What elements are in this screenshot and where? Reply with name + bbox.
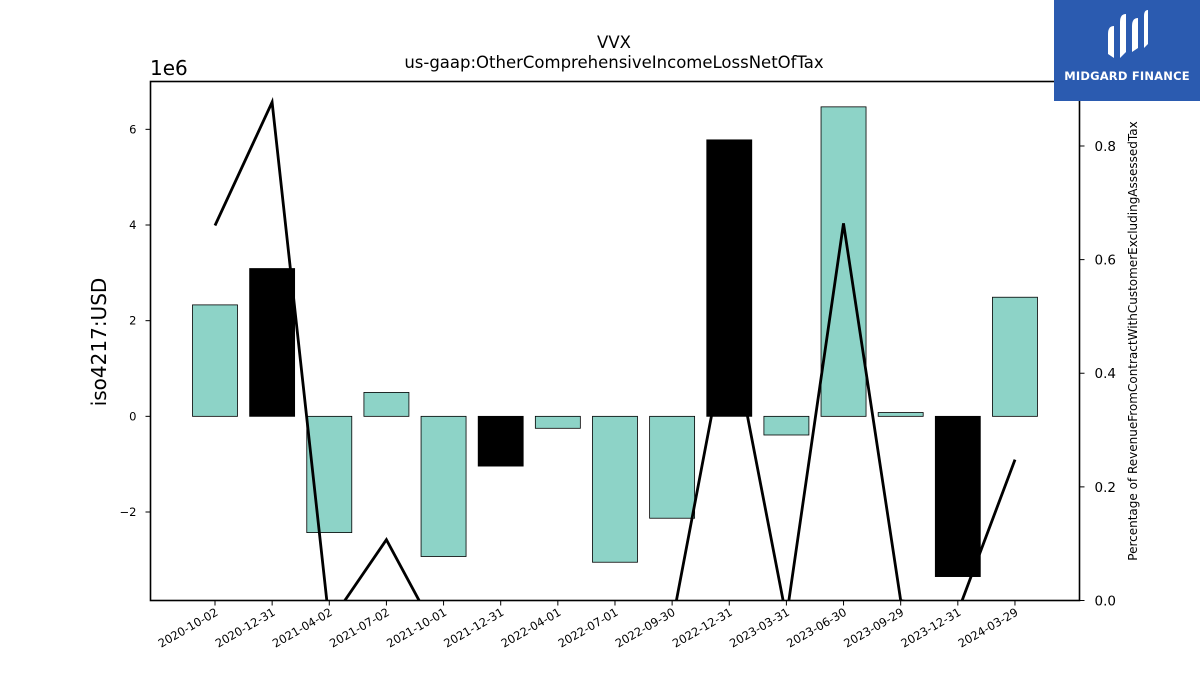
bar-2023-06-30 [820,106,867,417]
x-tick-label: 2023-06-30 [784,605,849,651]
x-tick-label: 2021-12-31 [441,605,506,651]
bar-2022-09-30 [649,415,696,519]
x-tick-label: 2021-07-02 [327,605,392,651]
y-tick-label: −2 [120,505,137,519]
logo-mark-icon [1108,10,1148,58]
y2-tick-label: 0.8 [1095,139,1116,155]
x-tick-label: 2022-09-30 [613,605,678,651]
x-tick-label: 2022-04-01 [498,605,563,651]
bar-2023-03-31 [763,415,810,436]
bar-2020-12-31 [249,268,296,417]
x-axis: 2020-10-022020-12-312021-04-022021-07-02… [156,600,1021,651]
y-axis-right: 0.0 0.2 0.4 0.6 0.8 [1079,139,1116,610]
x-tick-label: 2024-03-29 [956,605,1021,651]
x-tick-label: 2023-09-29 [841,605,906,651]
x-tick-label: 2023-12-31 [898,605,963,651]
y2-tick-label: 0.0 [1095,594,1116,610]
y2-axis-label: Percentage of RevenueFromContractWithCus… [1126,121,1140,560]
bar-2023-09-29 [877,412,924,417]
bar-2022-07-01 [592,415,638,563]
y-multiplier-label: 1e6 [150,56,188,80]
y-tick-label: 2 [129,314,136,328]
x-tick-label: 2020-12-31 [213,605,278,651]
bar-2024-03-29 [992,296,1038,417]
ratio-line [213,97,1017,601]
chart-title: VVX [597,33,631,52]
y2-tick-label: 0.2 [1095,480,1116,496]
bars-layer [192,106,1038,577]
bar-2021-12-31 [477,415,524,467]
y-axis-label: iso4217:USD [87,278,111,407]
x-tick-label: 2022-07-01 [556,605,621,651]
y-tick-label: 4 [129,218,136,232]
y2-tick-label: 0.4 [1095,366,1116,382]
brand-logo: MIDGARD FINANCE [1054,0,1200,101]
bar-2022-04-01 [534,415,581,429]
bar-2021-10-01 [420,415,467,557]
line-layer [213,97,1017,601]
x-tick-label: 2021-10-01 [384,605,449,651]
y-axis-left: −2 0 2 4 6 [120,122,151,519]
bar-2023-12-31 [934,415,981,577]
x-tick-label: 2023-03-31 [727,605,792,651]
y2-tick-label: 0.6 [1095,253,1116,269]
y-tick-label: 0 [129,409,136,423]
y-tick-label: 6 [129,122,136,136]
bar-2020-10-02 [192,304,238,417]
x-tick-label: 2020-10-02 [156,605,221,651]
chart-subtitle: us-gaap:OtherComprehensiveIncomeLossNetO… [404,53,824,72]
x-tick-label: 2022-12-31 [670,605,735,651]
x-tick-label: 2021-04-02 [270,605,335,651]
logo-text: MIDGARD FINANCE [1064,69,1190,83]
bar-2021-07-02 [363,392,410,417]
bar-2022-12-31 [706,139,753,417]
